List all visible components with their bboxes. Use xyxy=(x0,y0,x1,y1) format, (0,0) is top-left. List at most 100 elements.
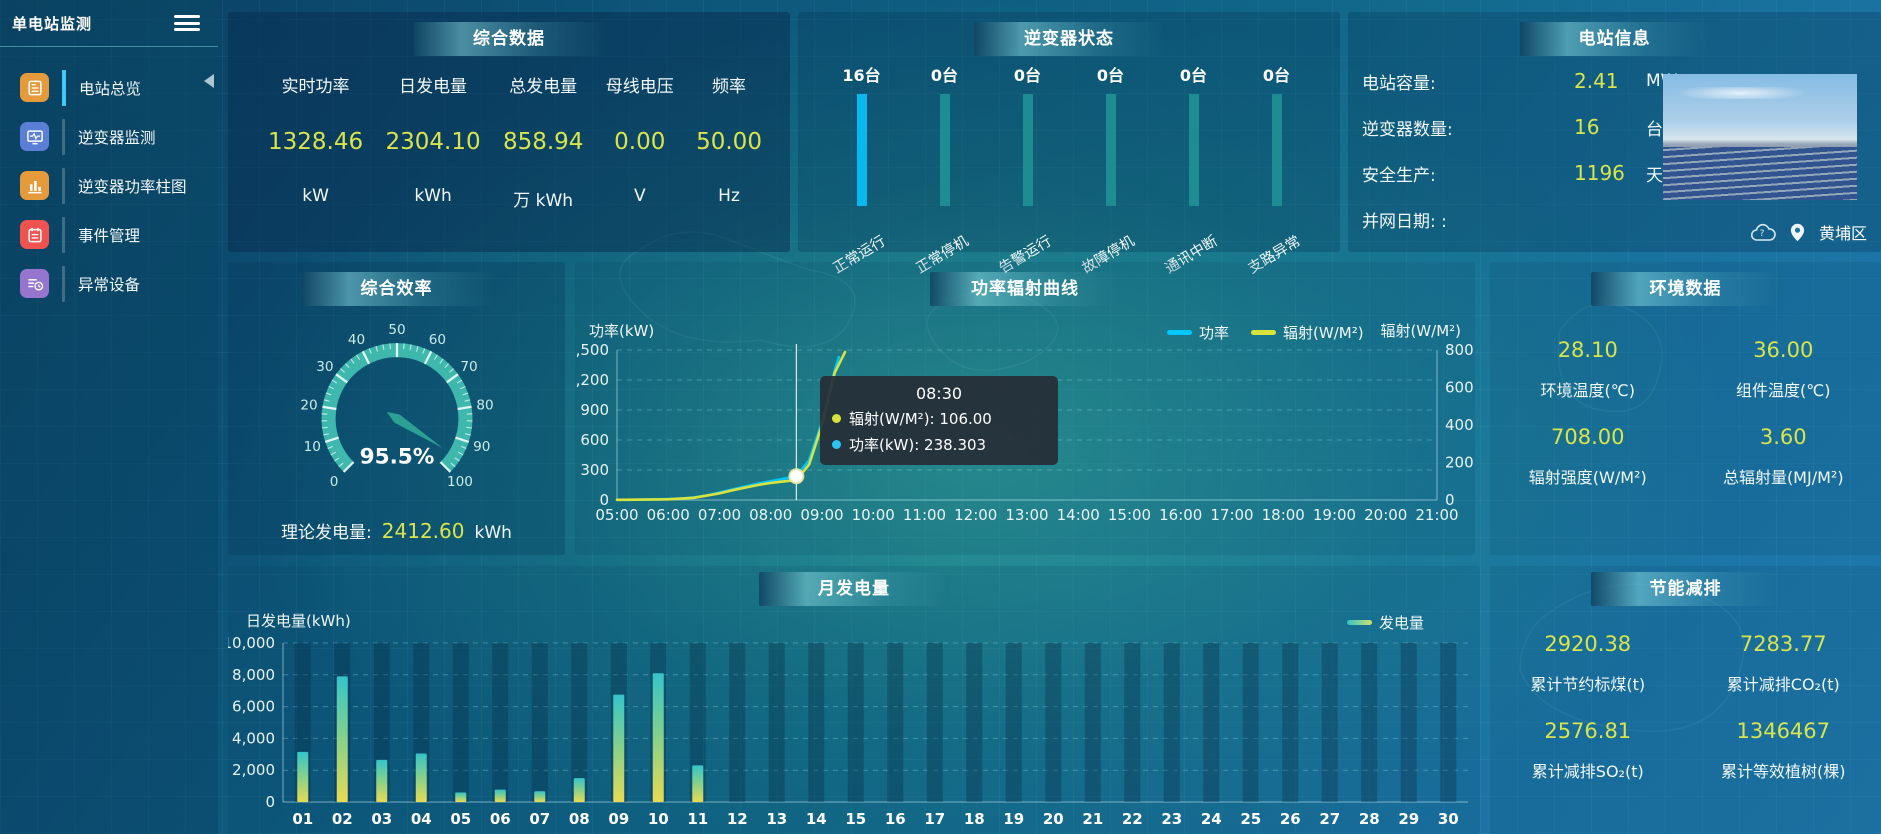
svg-text:20: 20 xyxy=(300,397,317,413)
sidebar-item-label: 逆变器监测 xyxy=(78,128,156,147)
inverter-status-chart[interactable]: 16台 正常运行 0台 正常停机 0台 告警运行 0台 故障停机 0台 通讯中断 0台 支路异常 xyxy=(798,22,1340,277)
station-info-label: 安全生产: xyxy=(1362,165,1436,186)
environment-stat-3: 3.60 总辐射量(MJ/M²) xyxy=(1686,425,1881,512)
svg-text:08:00: 08:00 xyxy=(749,506,792,524)
overview-unit: 万 kWh xyxy=(513,191,574,211)
savings-label: 累计节约标煤(t) xyxy=(1530,675,1646,694)
station-info-row-3: 并网日期: : xyxy=(1348,196,1881,242)
station-photo xyxy=(1663,74,1857,200)
location-pin-icon[interactable] xyxy=(1790,223,1805,242)
svg-text:30: 30 xyxy=(1438,810,1459,828)
panel-efficiency: 综合效率 0 10 20 30 40 50 60 70 80 90 100 95.5% 理论发电量: … xyxy=(228,262,565,555)
inverter-status-bar xyxy=(1188,94,1199,206)
sidebar-item-label: 逆变器功率柱图 xyxy=(78,177,187,196)
legend-label: 辐射(W/M²) xyxy=(1283,324,1364,342)
inverter-status-group-5: 0台 支路异常 xyxy=(1235,62,1318,277)
svg-text:60: 60 xyxy=(428,332,445,348)
overview-label: 日发电量 xyxy=(399,77,468,97)
overview-column-0: 实时功率 1328.46 kW xyxy=(268,72,363,211)
legend-swatch xyxy=(1251,330,1277,335)
panel-savings: 节能减排 2920.38 累计节约标煤(t) 7283.77 累计减排CO₂(t) 25… xyxy=(1490,566,1881,834)
tooltip-series-text: 辐射(W/M²): 106.00 xyxy=(849,410,992,428)
inverter-status-group-1: 0台 正常停机 xyxy=(903,62,986,277)
sidebar-item-label: 异常设备 xyxy=(78,275,141,294)
station-overview-icon xyxy=(20,73,49,102)
overview-value: 2304.10 xyxy=(385,129,481,155)
menu-item-divider xyxy=(62,216,65,253)
sidebar-item-event-management[interactable]: 事件管理 xyxy=(0,210,218,259)
panel-environment: 环境数据 28.10 环境温度(℃) 36.00 组件温度(℃) 708.00 辐射强度(… xyxy=(1490,262,1881,555)
inverter-status-bar xyxy=(1271,94,1282,206)
svg-text:10: 10 xyxy=(303,439,320,455)
svg-text:21:00: 21:00 xyxy=(1415,506,1458,524)
menu-item-divider xyxy=(62,69,66,106)
svg-text:50: 50 xyxy=(388,322,405,338)
station-location: 黄埔区 xyxy=(1818,224,1867,243)
overview-value: 858.94 xyxy=(502,129,584,155)
savings-value: 7283.77 xyxy=(1739,632,1827,656)
svg-text:200: 200 xyxy=(1445,454,1474,472)
collapse-sidebar-arrow[interactable] xyxy=(204,74,214,88)
sidebar-item-station-overview[interactable]: 电站总览 xyxy=(0,63,218,112)
legend-item-0[interactable]: 功率 xyxy=(1167,322,1229,343)
app-title: 单电站监测 xyxy=(12,14,93,33)
svg-text:800: 800 xyxy=(1445,342,1474,359)
hamburger-menu-icon[interactable] xyxy=(174,15,200,31)
station-info-rows: 电站容量: 2.41 MW 逆变器数量: 16 台安全生产: 1196 天并网日期: : xyxy=(1348,12,1881,242)
legend-swatch xyxy=(1167,330,1192,335)
svg-text:900: 900 xyxy=(580,401,609,419)
svg-text:08: 08 xyxy=(569,810,590,828)
svg-text:01: 01 xyxy=(292,810,313,828)
svg-text:15: 15 xyxy=(845,810,866,828)
panel-station-info: 电站信息 电站容量: 2.41 MW 逆变器数量: 16 台安全生产: 1196 天并网日期:… xyxy=(1348,12,1881,252)
station-info-value: 2.41 xyxy=(1574,69,1619,93)
sidebar-item-abnormal-devices[interactable]: 异常设备 xyxy=(0,259,218,308)
svg-text:30: 30 xyxy=(316,359,333,375)
legend-item-generation[interactable]: 发电量 xyxy=(1346,612,1424,633)
svg-text:10:00: 10:00 xyxy=(852,506,895,524)
overview-columns: 实时功率 1328.46 kW 日发电量 2304.10 kWh 总发电量 858.94 万 k… xyxy=(228,56,790,211)
tooltip-series-dot xyxy=(832,414,841,423)
station-info-value: 1196 xyxy=(1574,161,1625,185)
environment-label: 组件温度(℃) xyxy=(1736,381,1831,400)
sidebar-item-inverter-monitor[interactable]: 逆变器监测 xyxy=(0,112,218,161)
station-info-unit: 台 xyxy=(1646,119,1663,140)
tooltip-series-text: 功率(kW): 238.303 xyxy=(849,436,987,454)
overview-value: 1328.46 xyxy=(268,129,364,155)
svg-text:29: 29 xyxy=(1398,810,1419,828)
event-management-icon xyxy=(20,220,49,249)
station-info-label: 电站容量: xyxy=(1362,73,1436,94)
inverter-status-group-0: 16台 正常运行 xyxy=(820,62,903,277)
overview-column-3: 母线电压 0.00 V xyxy=(606,72,674,211)
svg-text:02: 02 xyxy=(332,810,353,828)
sidebar-item-inverter-bars[interactable]: 逆变器功率柱图 xyxy=(0,161,218,210)
savings-stat-1: 7283.77 累计减排CO₂(t) xyxy=(1686,632,1881,719)
savings-stat-0: 2920.38 累计节约标煤(t) xyxy=(1490,632,1686,719)
svg-text:0: 0 xyxy=(599,491,609,509)
svg-text:18: 18 xyxy=(964,810,985,828)
svg-text:4,000: 4,000 xyxy=(232,729,275,747)
efficiency-gauge[interactable]: 0 10 20 30 40 50 60 70 80 90 100 95.5% xyxy=(228,306,565,522)
overview-column-4: 频率 50.00 Hz xyxy=(696,72,762,211)
weather-cloud-icon[interactable]: ? xyxy=(1750,223,1776,242)
inverter-count: 0台 xyxy=(1013,66,1042,85)
overview-unit: Hz xyxy=(718,186,740,206)
svg-text:20: 20 xyxy=(1043,810,1064,828)
svg-text:05: 05 xyxy=(450,810,471,828)
tooltip-row-0: 辐射(W/M²): 106.00 xyxy=(832,408,1046,429)
monthly-generation-chart[interactable]: 10,000 8,000 6,000 4,000 2,000 0 01 02 03 04 05 06 0… xyxy=(228,628,1480,832)
power-radiation-chart[interactable]: 1,5001,2009006003000800600400200005:0006… xyxy=(575,342,1475,538)
environment-value: 3.60 xyxy=(1759,425,1807,449)
legend-item-1[interactable]: 辐射(W/M²) xyxy=(1251,322,1364,343)
inverter-monitor-icon xyxy=(20,122,49,151)
station-info-label: 并网日期: : xyxy=(1362,211,1447,232)
bar-chart-legend[interactable]: 发电量 xyxy=(1346,612,1424,633)
svg-text:10,000: 10,000 xyxy=(228,634,275,652)
panel-monthly-generation: 月发电量 日发电量(kWh) 发电量 10,000 8,000 6,000 4,000… xyxy=(228,566,1480,834)
savings-stat-2: 2576.81 累计减排SO₂(t) xyxy=(1490,719,1686,806)
svg-text:20:00: 20:00 xyxy=(1364,506,1407,524)
svg-text:100: 100 xyxy=(447,474,473,490)
sidebar-item-label: 电站总览 xyxy=(79,79,142,98)
savings-label: 累计等效植树(棵) xyxy=(1721,762,1846,781)
